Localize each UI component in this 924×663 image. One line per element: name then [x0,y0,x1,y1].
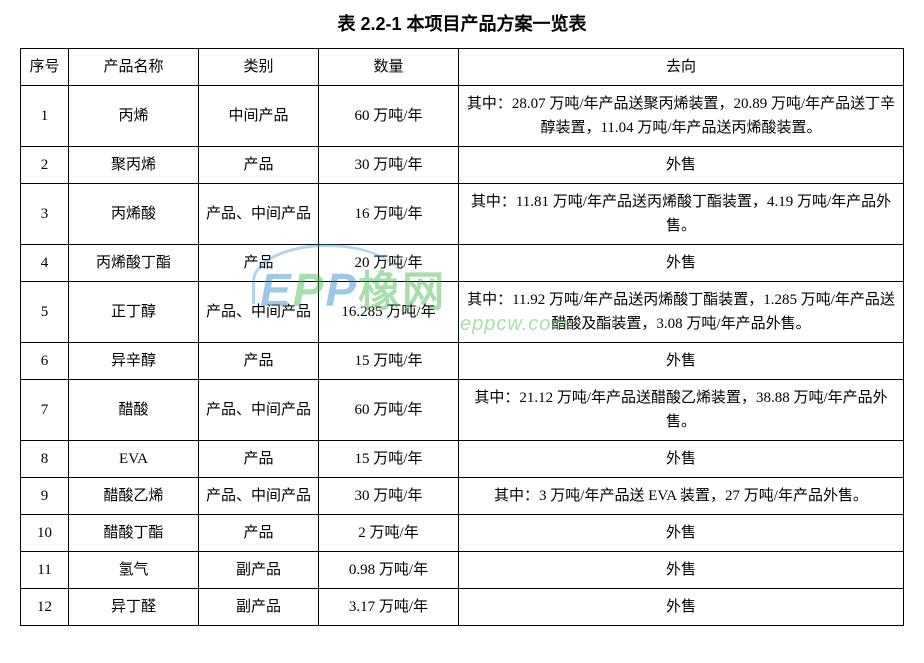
cell-seq: 6 [21,343,69,380]
cell-name: 丙烯酸 [69,184,199,245]
cell-cat: 产品、中间产品 [199,478,319,515]
col-header-cat: 类别 [199,49,319,86]
cell-qty: 60 万吨/年 [319,380,459,441]
table-row: 8EVA产品15 万吨/年外售 [21,441,904,478]
cell-dest: 其中：21.12 万吨/年产品送醋酸乙烯装置，38.88 万吨/年产品外售。 [459,380,904,441]
cell-cat: 产品 [199,245,319,282]
cell-name: 丙烯 [69,86,199,147]
cell-dest: 外售 [459,441,904,478]
cell-qty: 16 万吨/年 [319,184,459,245]
table-row: 1丙烯中间产品60 万吨/年其中：28.07 万吨/年产品送聚丙烯装置，20.8… [21,86,904,147]
table-row: 9醋酸乙烯产品、中间产品30 万吨/年其中：3 万吨/年产品送 EVA 装置，2… [21,478,904,515]
cell-qty: 15 万吨/年 [319,441,459,478]
table-row: 11氢气副产品0.98 万吨/年外售 [21,552,904,589]
table-header-row: 序号 产品名称 类别 数量 去向 [21,49,904,86]
cell-dest: 其中：3 万吨/年产品送 EVA 装置，27 万吨/年产品外售。 [459,478,904,515]
cell-dest: 外售 [459,147,904,184]
cell-name: 异辛醇 [69,343,199,380]
cell-cat: 副产品 [199,552,319,589]
cell-seq: 5 [21,282,69,343]
cell-dest: 其中：11.92 万吨/年产品送丙烯酸丁酯装置，1.285 万吨/年产品送醋酸及… [459,282,904,343]
col-header-seq: 序号 [21,49,69,86]
cell-qty: 2 万吨/年 [319,515,459,552]
col-header-name: 产品名称 [69,49,199,86]
cell-qty: 16.285 万吨/年 [319,282,459,343]
cell-name: 醋酸乙烯 [69,478,199,515]
cell-qty: 30 万吨/年 [319,147,459,184]
cell-qty: 60 万吨/年 [319,86,459,147]
cell-name: 醋酸 [69,380,199,441]
cell-dest: 外售 [459,515,904,552]
cell-cat: 产品 [199,343,319,380]
cell-qty: 20 万吨/年 [319,245,459,282]
cell-name: 正丁醇 [69,282,199,343]
cell-cat: 产品、中间产品 [199,184,319,245]
cell-cat: 产品、中间产品 [199,380,319,441]
cell-seq: 4 [21,245,69,282]
table-row: 12异丁醛副产品3.17 万吨/年外售 [21,589,904,626]
cell-dest: 其中：28.07 万吨/年产品送聚丙烯装置，20.89 万吨/年产品送丁辛醇装置… [459,86,904,147]
cell-name: EVA [69,441,199,478]
cell-dest: 外售 [459,589,904,626]
cell-seq: 3 [21,184,69,245]
cell-seq: 2 [21,147,69,184]
cell-cat: 副产品 [199,589,319,626]
cell-cat: 产品 [199,515,319,552]
cell-qty: 3.17 万吨/年 [319,589,459,626]
cell-cat: 中间产品 [199,86,319,147]
table-row: 6异辛醇产品15 万吨/年外售 [21,343,904,380]
col-header-qty: 数量 [319,49,459,86]
cell-dest: 外售 [459,552,904,589]
cell-name: 氢气 [69,552,199,589]
cell-dest: 其中：11.81 万吨/年产品送丙烯酸丁酯装置，4.19 万吨/年产品外售。 [459,184,904,245]
table-row: 3丙烯酸产品、中间产品16 万吨/年其中：11.81 万吨/年产品送丙烯酸丁酯装… [21,184,904,245]
col-header-dest: 去向 [459,49,904,86]
cell-seq: 7 [21,380,69,441]
cell-seq: 9 [21,478,69,515]
cell-qty: 30 万吨/年 [319,478,459,515]
cell-cat: 产品、中间产品 [199,282,319,343]
cell-cat: 产品 [199,147,319,184]
cell-qty: 0.98 万吨/年 [319,552,459,589]
table-row: 10醋酸丁酯产品2 万吨/年外售 [21,515,904,552]
table-title: 表 2.2-1 本项目产品方案一览表 [20,10,904,36]
product-table: 序号 产品名称 类别 数量 去向 1丙烯中间产品60 万吨/年其中：28.07 … [20,48,904,626]
cell-seq: 12 [21,589,69,626]
cell-seq: 10 [21,515,69,552]
table-row: 2聚丙烯产品30 万吨/年外售 [21,147,904,184]
cell-qty: 15 万吨/年 [319,343,459,380]
cell-seq: 1 [21,86,69,147]
cell-name: 异丁醛 [69,589,199,626]
table-row: 5正丁醇产品、中间产品16.285 万吨/年其中：11.92 万吨/年产品送丙烯… [21,282,904,343]
table-body: 1丙烯中间产品60 万吨/年其中：28.07 万吨/年产品送聚丙烯装置，20.8… [21,86,904,626]
cell-dest: 外售 [459,343,904,380]
cell-name: 丙烯酸丁酯 [69,245,199,282]
table-row: 7醋酸产品、中间产品60 万吨/年其中：21.12 万吨/年产品送醋酸乙烯装置，… [21,380,904,441]
cell-name: 醋酸丁酯 [69,515,199,552]
cell-name: 聚丙烯 [69,147,199,184]
table-row: 4丙烯酸丁酯产品20 万吨/年外售 [21,245,904,282]
cell-cat: 产品 [199,441,319,478]
cell-dest: 外售 [459,245,904,282]
cell-seq: 11 [21,552,69,589]
cell-seq: 8 [21,441,69,478]
